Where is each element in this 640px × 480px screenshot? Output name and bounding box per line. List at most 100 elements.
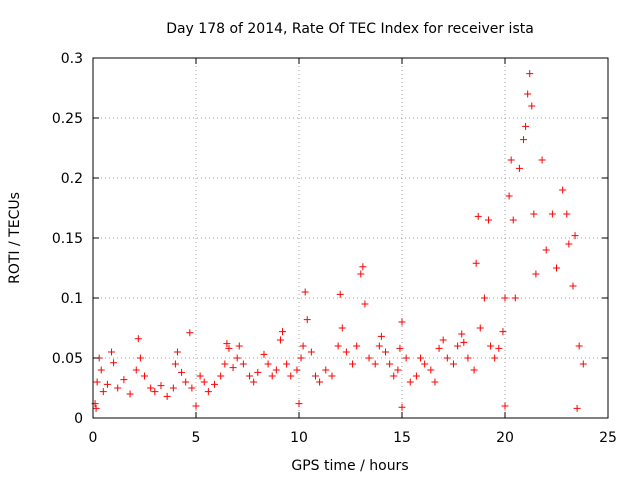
data-point bbox=[272, 366, 280, 374]
data-point bbox=[182, 378, 190, 386]
x-tick-label: 5 bbox=[192, 430, 201, 446]
data-point bbox=[246, 372, 254, 380]
data-point bbox=[141, 372, 148, 380]
data-point bbox=[250, 378, 258, 386]
data-point bbox=[110, 359, 118, 367]
x-tick-label: 20 bbox=[496, 430, 514, 446]
data-point bbox=[435, 344, 443, 352]
data-point bbox=[470, 366, 478, 374]
data-point bbox=[283, 360, 291, 368]
data-point bbox=[402, 354, 410, 362]
data-point bbox=[301, 288, 309, 296]
data-point bbox=[316, 378, 324, 386]
data-point bbox=[460, 338, 468, 346]
data-point bbox=[229, 364, 237, 372]
data-point bbox=[268, 372, 276, 380]
data-point bbox=[126, 390, 134, 398]
data-point bbox=[565, 240, 573, 248]
data-point bbox=[569, 282, 577, 290]
data-point bbox=[458, 330, 466, 338]
data-point bbox=[487, 342, 495, 350]
data-point bbox=[233, 354, 241, 362]
data-point bbox=[169, 384, 177, 392]
data-point bbox=[563, 210, 571, 218]
data-point bbox=[532, 270, 540, 278]
data-point bbox=[171, 360, 179, 368]
data-point bbox=[427, 366, 435, 374]
data-point bbox=[114, 384, 122, 392]
data-point bbox=[147, 384, 155, 392]
data-point bbox=[501, 294, 509, 302]
x-tick-label: 25 bbox=[599, 430, 617, 446]
data-point bbox=[501, 402, 509, 410]
data-point bbox=[342, 348, 350, 356]
data-point bbox=[99, 388, 107, 396]
data-point bbox=[163, 392, 171, 400]
data-point bbox=[443, 354, 451, 362]
data-point bbox=[474, 212, 482, 220]
data-point bbox=[322, 366, 330, 374]
data-point bbox=[276, 336, 284, 344]
data-point bbox=[103, 380, 111, 388]
data-point bbox=[299, 342, 307, 350]
data-point bbox=[398, 318, 406, 326]
data-point bbox=[92, 404, 100, 412]
y-tick-label: 0.3 bbox=[61, 51, 83, 67]
data-point bbox=[221, 360, 229, 368]
data-point bbox=[515, 164, 523, 172]
data-point bbox=[293, 366, 301, 374]
data-point bbox=[507, 156, 515, 164]
data-point bbox=[450, 360, 457, 368]
data-point bbox=[196, 372, 204, 380]
x-tick-label: 10 bbox=[290, 430, 308, 446]
data-point bbox=[365, 354, 373, 362]
data-point bbox=[217, 372, 225, 380]
data-point bbox=[526, 70, 534, 78]
data-point bbox=[382, 348, 390, 356]
data-point bbox=[480, 294, 488, 302]
data-point bbox=[361, 300, 369, 308]
data-point bbox=[186, 329, 194, 337]
data-point bbox=[93, 378, 101, 386]
axis-ticks: 0 5 10 15 20 25 0 0.05 0.1 0.15 0.2 0.25 0.3 bbox=[52, 51, 617, 446]
data-point bbox=[336, 290, 344, 298]
data-point bbox=[353, 342, 361, 350]
data-point bbox=[120, 376, 128, 384]
data-point bbox=[398, 403, 406, 411]
data-point bbox=[357, 270, 365, 278]
data-point bbox=[334, 342, 342, 350]
data-point bbox=[491, 354, 499, 362]
data-point bbox=[575, 342, 583, 350]
data-point bbox=[522, 122, 530, 130]
data-point bbox=[279, 328, 287, 336]
data-point bbox=[264, 360, 272, 368]
data-point bbox=[528, 102, 536, 110]
data-point bbox=[548, 210, 556, 218]
data-point bbox=[386, 360, 394, 368]
data-point bbox=[538, 156, 546, 164]
data-point bbox=[297, 354, 305, 362]
data-point bbox=[132, 366, 140, 374]
data-point bbox=[571, 232, 579, 240]
data-point bbox=[235, 342, 243, 350]
data-point bbox=[485, 216, 493, 224]
data-point bbox=[239, 360, 247, 368]
data-point bbox=[573, 404, 581, 412]
data-point bbox=[134, 335, 142, 343]
y-tick-label: 0.1 bbox=[61, 291, 83, 307]
data-point bbox=[204, 388, 212, 396]
data-point bbox=[173, 348, 181, 356]
data-point bbox=[97, 366, 105, 374]
data-point bbox=[295, 400, 303, 408]
data-point bbox=[375, 342, 383, 350]
data-point bbox=[454, 342, 462, 350]
data-point bbox=[349, 360, 357, 368]
data-point bbox=[223, 340, 231, 348]
data-point bbox=[476, 324, 484, 332]
data-point bbox=[511, 294, 519, 302]
data-point bbox=[524, 90, 532, 98]
data-point bbox=[307, 348, 315, 356]
data-point bbox=[260, 350, 268, 358]
y-tick-label: 0.15 bbox=[52, 231, 83, 247]
